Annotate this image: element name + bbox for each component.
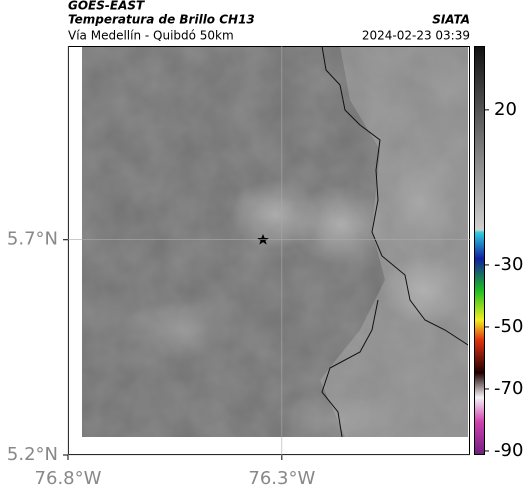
x-tick-label: 76.8°W — [35, 468, 102, 489]
colorbar — [474, 46, 485, 455]
y-tick-label: 5.7°N — [7, 229, 58, 250]
source: SIATA — [432, 13, 470, 27]
colorbar-tick-label: 20 — [494, 99, 517, 120]
location-marker — [257, 234, 269, 245]
subtitle: Vía Medellín - Quibdó 50km — [68, 29, 234, 43]
datetime: 2024-02-23 03:39 — [362, 29, 470, 43]
colorbar-tick-label: -90 — [494, 440, 523, 461]
y-tick-label: 5.2°N — [7, 444, 58, 465]
colorbar-tick-label: -70 — [494, 378, 523, 399]
title: Temperatura de Brillo CH13 — [68, 13, 255, 27]
satellite-image — [82, 46, 468, 437]
x-tick-label: 76.3°W — [248, 468, 315, 489]
colorbar-tick-label: -50 — [494, 316, 523, 337]
map-frame — [68, 46, 470, 455]
satellite: GOES-EAST — [68, 0, 145, 13]
colorbar-tick-label: -30 — [494, 254, 523, 275]
